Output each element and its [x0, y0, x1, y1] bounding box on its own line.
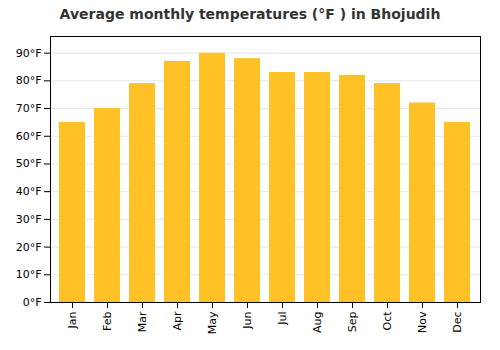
svg-text:40°F: 40°F: [16, 185, 42, 198]
svg-text:Mar: Mar: [136, 311, 149, 332]
svg-text:60°F: 60°F: [16, 130, 42, 143]
svg-text:Jul: Jul: [276, 312, 289, 326]
svg-text:70°F: 70°F: [16, 102, 42, 115]
svg-text:30°F: 30°F: [16, 213, 42, 226]
svg-text:80°F: 80°F: [16, 74, 42, 87]
svg-text:Oct: Oct: [381, 311, 394, 331]
svg-text:Dec: Dec: [451, 312, 464, 333]
svg-text:May: May: [206, 311, 219, 334]
svg-text:Jan: Jan: [66, 311, 79, 329]
svg-text:0°F: 0°F: [23, 296, 42, 309]
html-text:Average monthly temperatures (: Average monthly temperatures (°F ) in Bh…: [59, 6, 441, 22]
svg-text:Jun: Jun: [241, 311, 254, 329]
svg-text:Nov: Nov: [416, 311, 429, 333]
svg-text:90°F: 90°F: [16, 47, 42, 60]
svg-text:20°F: 20°F: [16, 241, 42, 254]
svg-text:Sep: Sep: [346, 311, 359, 332]
svg-text:Aug: Aug: [311, 312, 324, 333]
svg-text:Apr: Apr: [171, 311, 184, 331]
svg-text:Feb: Feb: [101, 311, 114, 330]
svg-text:50°F: 50°F: [16, 157, 42, 170]
svg-text:10°F: 10°F: [16, 268, 42, 281]
